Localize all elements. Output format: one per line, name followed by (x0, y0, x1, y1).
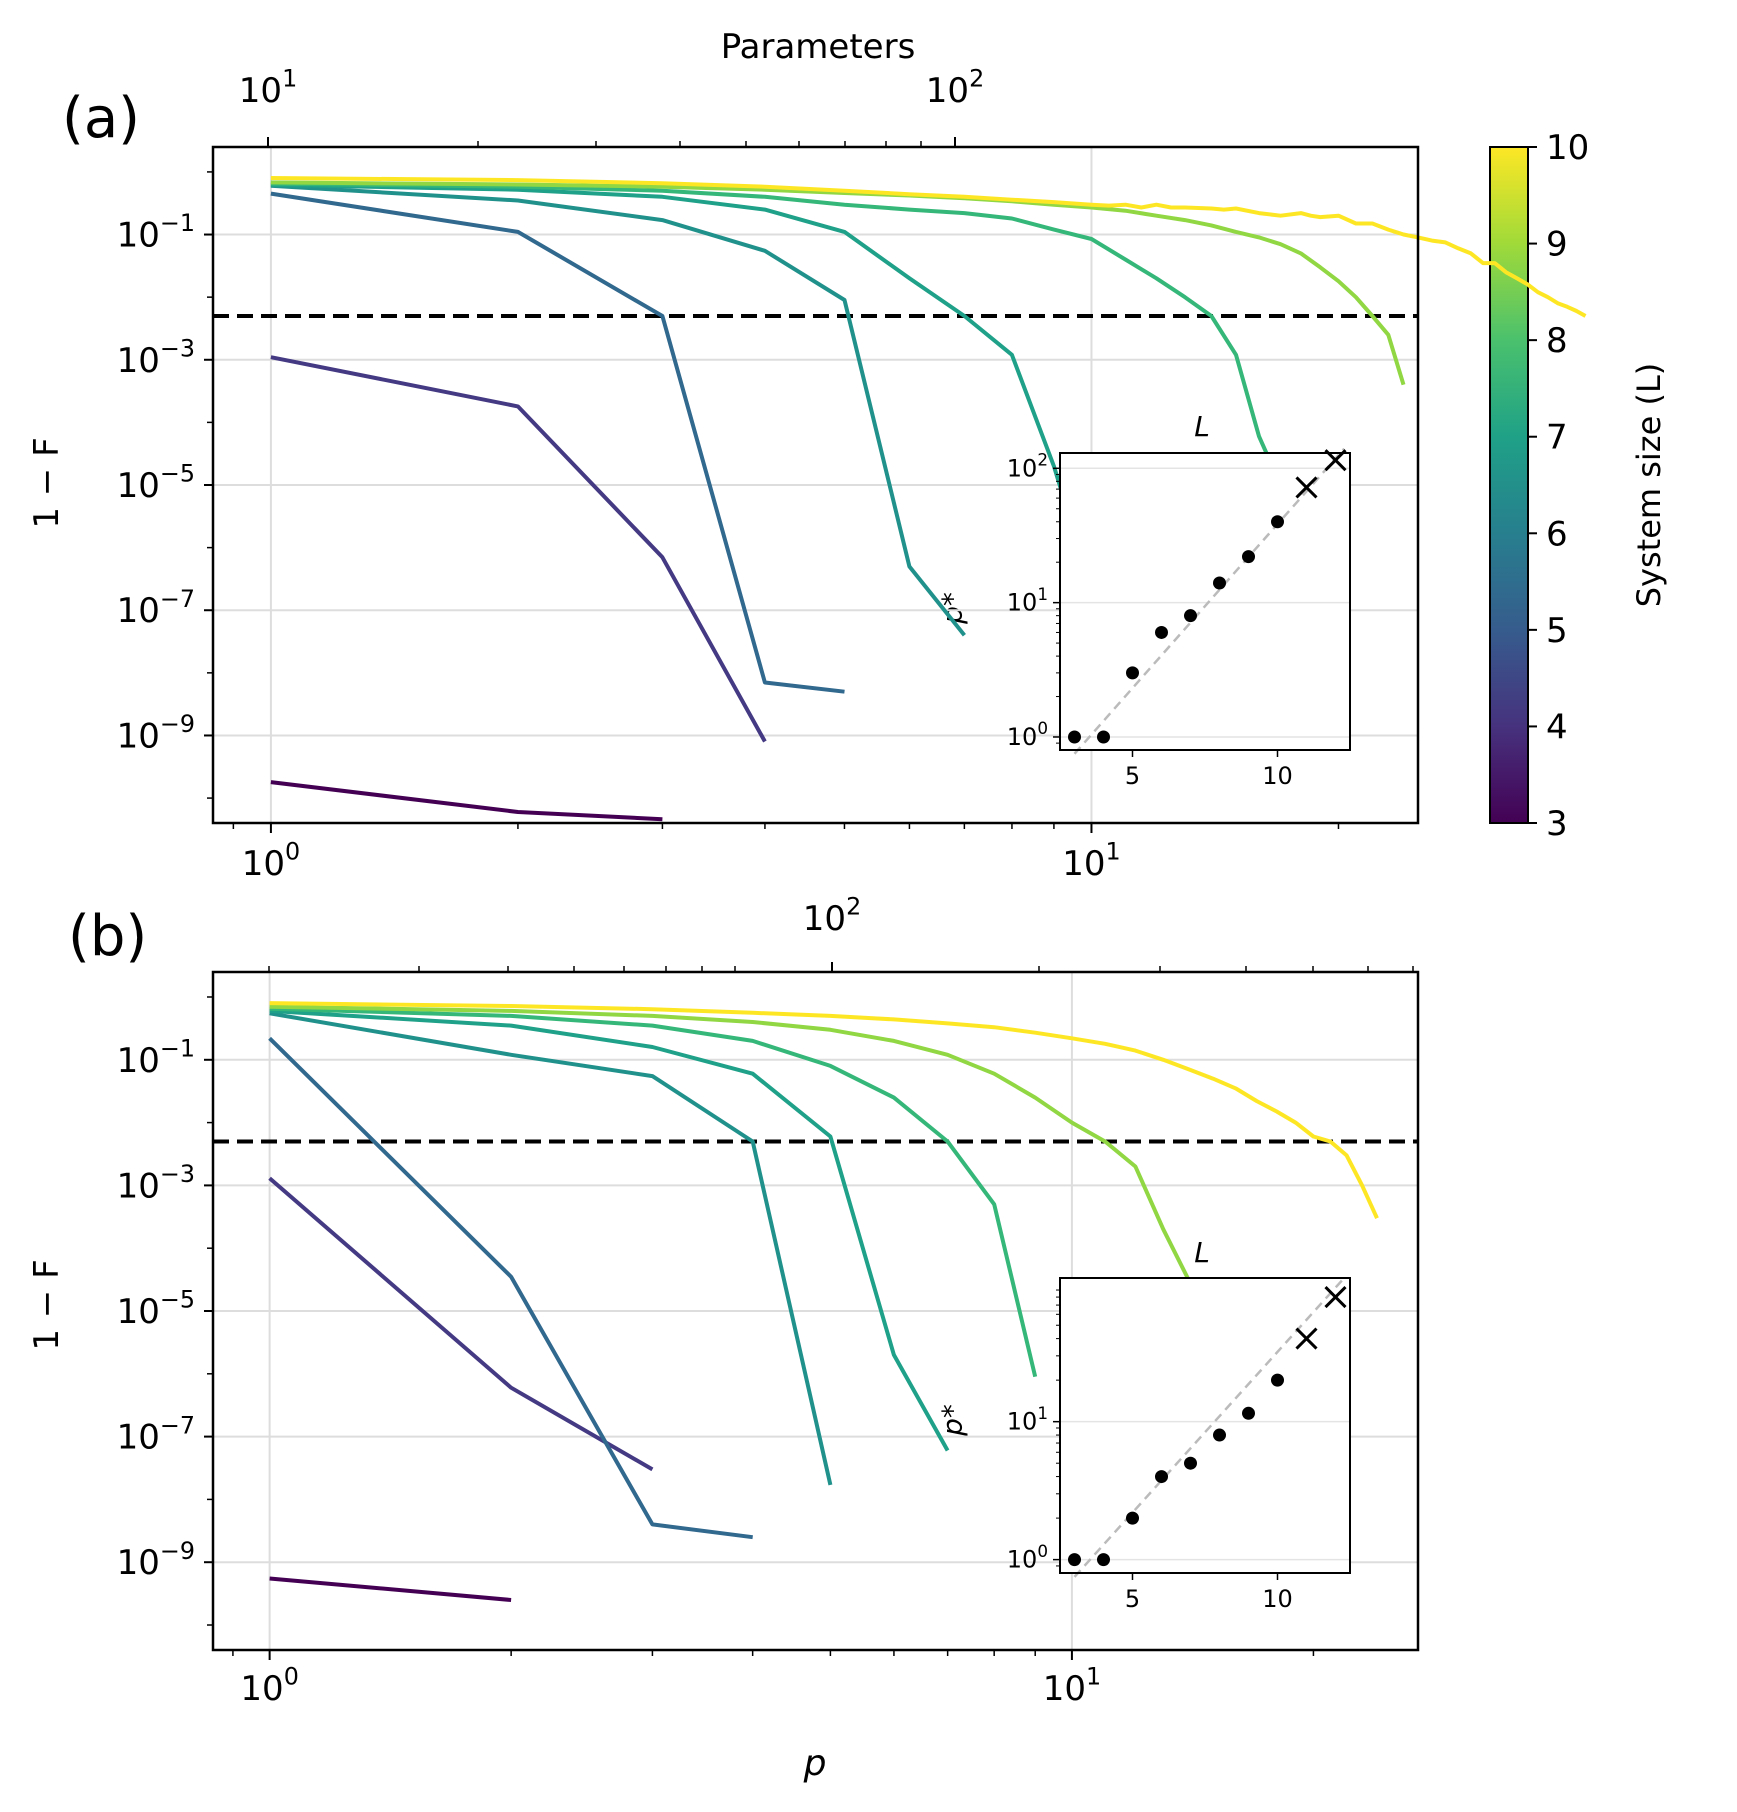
series-line-L5 (270, 191, 845, 694)
x-tick-label: 101 (1043, 1663, 1101, 1709)
y-tick-label: 10−5 (117, 1286, 195, 1332)
colorbar-tick-label: 3 (1546, 804, 1568, 844)
inset-x-tick-label: 5 (1125, 762, 1140, 790)
inset-y-tick-label: 100 (1007, 1541, 1048, 1574)
colorbar-tick-label: 9 (1546, 225, 1568, 265)
y-tick-label: 10−5 (117, 460, 195, 506)
y-tick-label: 10−3 (117, 1160, 195, 1206)
x-tick-label: 101 (1062, 838, 1120, 884)
series-line-L8 (269, 1006, 1038, 1378)
axes-frame (211, 145, 1420, 825)
series-line-L6 (270, 183, 966, 637)
panel-a: 10−1 10−3 10−5 10−7 10−9 100 101 101 102 100 101 10… (117, 65, 1587, 884)
ylabel-a: 1 − F (27, 437, 67, 528)
top-axis-tick-label: 102 (926, 65, 984, 111)
inset-point (1242, 550, 1255, 564)
colorbar-tick-label: 6 (1546, 514, 1568, 554)
inset-y-tick-label: 100 (1007, 718, 1048, 751)
series-line-L8 (270, 181, 1283, 486)
series-line-L5 (268, 1036, 753, 1540)
series-line-L6 (269, 1011, 833, 1486)
inset-fit-line (1073, 1277, 1346, 1578)
panel-b: 10−1 10−3 10−5 10−7 10−9 100 101 102 100 101 5 10 (117, 893, 1420, 1709)
y-tick-label: 10−1 (117, 209, 195, 255)
series-line-L4 (270, 355, 767, 743)
series-line-L7 (270, 182, 1094, 590)
y-tick-label: 10−9 (117, 710, 195, 756)
axes-frame (211, 970, 1420, 1652)
inset-point (1126, 1511, 1139, 1525)
panel-label-a: (a) (62, 86, 140, 151)
inset-ylabel-b: p* (936, 1404, 969, 1437)
colorbar-ticks: 3 4 5 6 7 8 9 10 (1528, 128, 1589, 844)
inset-extrapolated-marker (1295, 476, 1318, 499)
inset-background (1060, 453, 1350, 750)
colorbar-tick-label: 10 (1546, 128, 1589, 168)
inset-frame (1059, 1277, 1351, 1574)
inset-extrapolated-marker (1324, 1286, 1347, 1309)
top-axis-tick-label: 102 (803, 893, 861, 939)
inset-point (1097, 730, 1110, 744)
colorbar-tick-label: 7 (1546, 418, 1568, 458)
inset-point (1155, 1470, 1168, 1484)
inset-xlabel-b: L (1194, 1236, 1210, 1269)
inset-point (1068, 730, 1081, 744)
inset-point (1213, 1428, 1226, 1442)
series-line-L9 (269, 1004, 1191, 1282)
colorbar-tick-label: 5 (1546, 611, 1568, 651)
inset-x-tick-label: 10 (1262, 1585, 1293, 1613)
series-line-L10 (269, 1001, 1379, 1220)
inset-y-tick-label: 101 (1007, 584, 1048, 617)
inset-point (1271, 515, 1284, 529)
xlabel-b: p (803, 1743, 827, 1784)
colorbar-tick-label: 8 (1546, 321, 1568, 361)
inset-point (1242, 1406, 1255, 1420)
inset-point (1184, 1456, 1197, 1470)
inset-x-tick-label: 5 (1125, 1585, 1140, 1613)
y-tick-label: 10−9 (117, 1537, 195, 1583)
inset-point (1271, 1373, 1284, 1387)
inset-point (1213, 576, 1226, 590)
inset-fit-line (1073, 447, 1346, 755)
series-line-L3 (270, 780, 663, 822)
colorbar-tick-label: 4 (1546, 707, 1568, 747)
colorbar-label: System size (L) (1630, 363, 1668, 608)
inset-y-tick-label: 102 (1007, 450, 1048, 483)
inset-y-tick-label: 101 (1007, 1403, 1048, 1436)
top-axis-tick-label: 101 (239, 65, 297, 111)
inset-x-tick-label: 10 (1262, 762, 1293, 790)
y-tick-label: 10−1 (117, 1034, 195, 1080)
panel-label-b: (b) (68, 904, 147, 969)
series-line-L7 (269, 1008, 950, 1452)
inset-background (1060, 1278, 1350, 1573)
series-line-L9 (270, 180, 1406, 386)
inset-point (1184, 609, 1197, 623)
y-tick-label: 10−7 (117, 1411, 195, 1457)
top-axis-label-a: Parameters (721, 27, 916, 67)
y-tick-label: 10−7 (117, 585, 195, 631)
x-tick-label: 100 (240, 1663, 298, 1709)
inset-point (1068, 1553, 1081, 1567)
ylabel-b: 1 − F (27, 1259, 67, 1350)
inset-frame (1059, 452, 1351, 751)
inset-point (1155, 625, 1168, 639)
y-tick-label: 10−3 (117, 334, 195, 380)
inset-point (1097, 1553, 1110, 1567)
inset-extrapolated-marker (1295, 1327, 1318, 1350)
inset-point (1126, 666, 1139, 680)
inset-xlabel-a: L (1194, 410, 1210, 443)
colorbar (1489, 146, 1529, 824)
series-line-L3 (269, 1576, 512, 1602)
x-tick-label: 100 (242, 838, 300, 884)
series-line-L10 (270, 176, 1587, 318)
